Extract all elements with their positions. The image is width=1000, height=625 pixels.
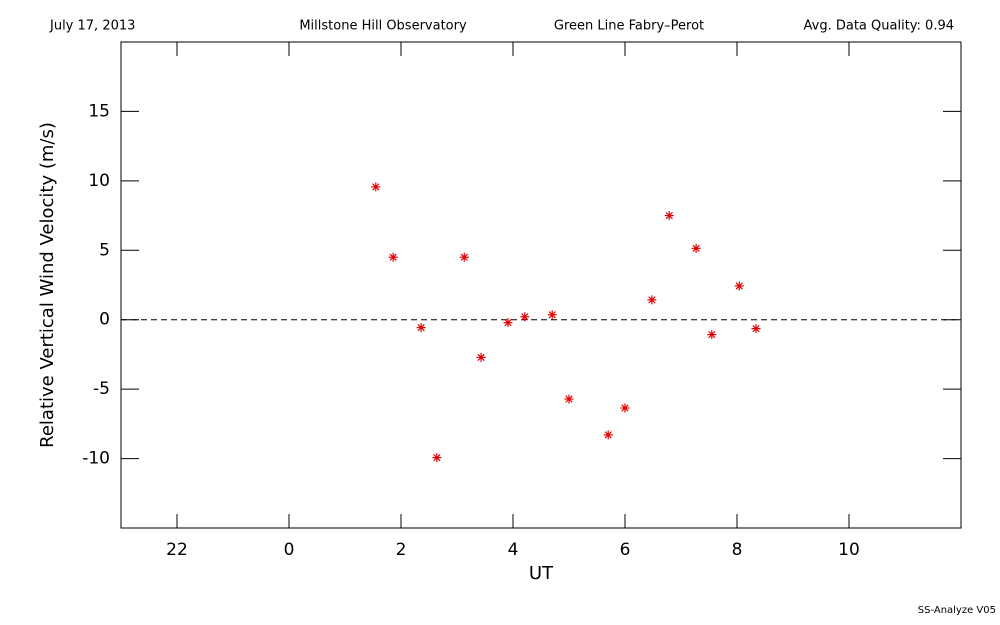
- point: [564, 394, 574, 404]
- point: [647, 295, 657, 305]
- y-axis-label: Relative Vertical Wind Velocity (m/s): [37, 122, 58, 448]
- point-stroke: [504, 319, 512, 327]
- y-tick-label: -10: [82, 449, 110, 469]
- instrument: Green Line Fabry–Perot: [554, 19, 704, 34]
- footer: SS-Analyze V05: [918, 605, 996, 616]
- point-stroke: [735, 282, 743, 290]
- point: [620, 403, 630, 413]
- point: [459, 252, 469, 262]
- point: [520, 312, 530, 322]
- point: [707, 330, 717, 340]
- point-stroke: [389, 253, 397, 261]
- point-stroke: [708, 330, 716, 339]
- point-stroke: [565, 395, 573, 403]
- y-tick-label: 5: [99, 240, 110, 260]
- x-axis-label: UT: [529, 563, 554, 584]
- y-tick-label: 0: [99, 310, 110, 330]
- x-tick-label: 2: [396, 540, 407, 560]
- point-stroke: [665, 211, 673, 220]
- point-stroke: [548, 311, 556, 319]
- point-stroke: [417, 324, 425, 332]
- point: [416, 323, 426, 333]
- point-stroke: [372, 183, 380, 191]
- point-stroke: [477, 353, 485, 361]
- point-stroke: [692, 244, 700, 252]
- plot-frame: [120, 41, 962, 529]
- y-tick-label: 10: [88, 171, 110, 191]
- point: [751, 324, 761, 334]
- x-tick-label: 0: [284, 540, 295, 560]
- point: [547, 310, 557, 320]
- data-quality: Avg. Data Quality: 0.94: [804, 19, 954, 34]
- point-stroke: [433, 453, 441, 462]
- point: [691, 243, 701, 253]
- point-stroke: [621, 404, 629, 412]
- point: [476, 352, 486, 362]
- point-stroke: [604, 431, 612, 439]
- y-tick-label: -5: [93, 379, 110, 399]
- y-tick-label: 15: [88, 101, 110, 121]
- point: [371, 182, 381, 192]
- observatory: Millstone Hill Observatory: [299, 19, 467, 34]
- x-tick-label: 4: [508, 540, 519, 560]
- point-stroke: [460, 253, 468, 261]
- point: [603, 430, 613, 440]
- x-tick-label: 22: [166, 540, 188, 560]
- point: [503, 318, 513, 328]
- point: [388, 252, 398, 262]
- x-tick-label: 6: [620, 540, 631, 560]
- point: [734, 281, 744, 291]
- x-tick-label: 10: [838, 540, 860, 560]
- point-stroke: [521, 313, 529, 321]
- date: July 17, 2013: [49, 19, 135, 34]
- point: [664, 211, 674, 221]
- point-stroke: [752, 324, 760, 333]
- x-tick-label: 8: [732, 540, 743, 560]
- point: [432, 453, 442, 463]
- point-stroke: [648, 296, 656, 304]
